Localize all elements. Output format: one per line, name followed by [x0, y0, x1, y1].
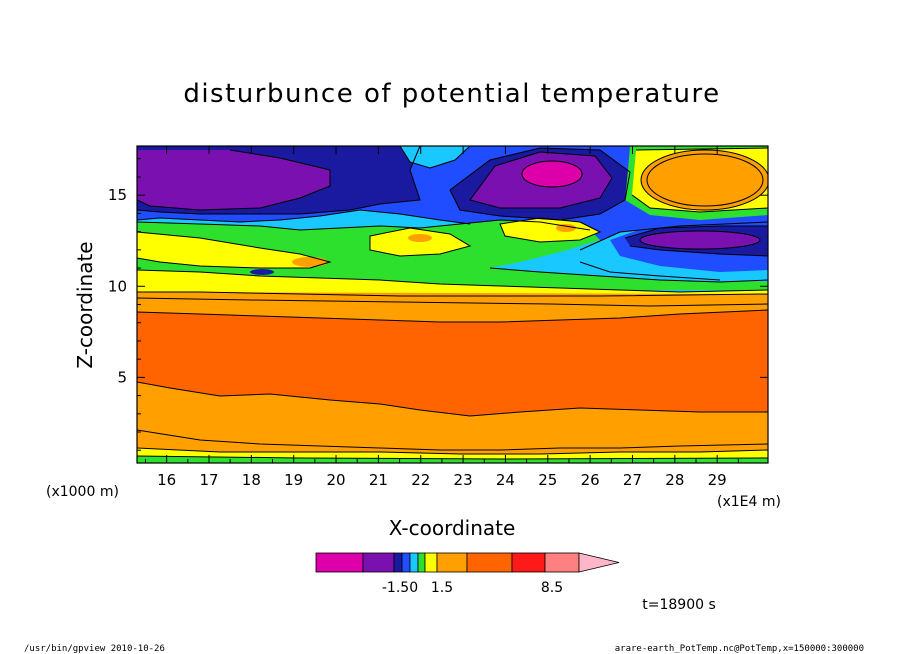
yellow-streak-right [500, 218, 600, 242]
colorbar-segment [362, 552, 395, 573]
x-tick-label: 19 [284, 471, 303, 489]
x-tick-label: 18 [242, 471, 261, 489]
surface-green [137, 456, 768, 463]
x-tick-label: 21 [369, 471, 388, 489]
colorbar-label-3: 8.5 [541, 580, 563, 596]
footer-left: /usr/bin/gpview 2010-10-26 [24, 644, 165, 654]
colorbar-label-1: -1.50 [382, 580, 418, 596]
colorbar [315, 552, 620, 573]
x-tick-label: 23 [454, 471, 473, 489]
x-multiplier-label: (x1E4 m) [717, 494, 781, 510]
orange-cell-upper-right-core [641, 150, 768, 210]
x-tick-label: 20 [326, 471, 345, 489]
colorbar-segment [393, 552, 403, 573]
colorbar-segment [417, 552, 426, 573]
orange-spot-left [292, 257, 328, 267]
magenta-core [522, 161, 582, 187]
contour-field [137, 146, 768, 463]
orange-spot-middle [408, 234, 432, 242]
colorbar-label-2: 1.5 [431, 580, 453, 596]
time-label: t=18900 s [642, 597, 716, 613]
x-tick-label: 16 [157, 471, 176, 489]
purple-cell-left [137, 150, 330, 210]
orange-spot-right [556, 224, 576, 232]
dark-blue-spot [250, 269, 274, 275]
contour-lines [137, 146, 768, 460]
purple-cell-right [640, 231, 760, 249]
x-tick-label: 26 [581, 471, 600, 489]
x-tick-label: 25 [538, 471, 557, 489]
y-axis-label: Z-coordinate [73, 241, 97, 368]
colorbar-segment [409, 552, 419, 573]
y-tick-label: 10 [108, 277, 127, 295]
colorbar-segment [466, 552, 513, 573]
y-tick-label: 5 [117, 368, 127, 386]
colorbar-segment [401, 552, 411, 573]
x-tick-label: 17 [199, 471, 218, 489]
y-multiplier-label: (x1000 m) [46, 484, 119, 500]
yellow-band-z10 [137, 270, 768, 298]
x-tick-label: 29 [708, 471, 727, 489]
footer-right: arare-earth_PotTemp.nc@PotTemp,x=150000:… [615, 644, 864, 654]
x-axis-label: X-coordinate [389, 516, 516, 540]
x-tick-label: 28 [665, 471, 684, 489]
yellow-streak-left [137, 232, 330, 268]
green-band [137, 220, 768, 290]
colorbar-segment [424, 552, 438, 573]
x-tick-label: 22 [411, 471, 430, 489]
y-tick-label: 15 [108, 186, 127, 204]
x-axis: 16 17 18 19 20 21 22 23 24 25 26 27 28 29 [144, 146, 739, 489]
x-tick-label: 24 [496, 471, 515, 489]
colorbar-segment [315, 552, 364, 573]
y-axis: 5 10 15 [108, 158, 768, 451]
x-tick-label: 27 [623, 471, 642, 489]
colorbar-arrow [578, 552, 620, 573]
main-maximum-layer [137, 310, 768, 416]
colorbar-segment [436, 552, 468, 573]
chart-title: disturbunce of potential temperature [183, 79, 720, 109]
colorbar-segment [544, 552, 580, 573]
colorbar-segment [511, 552, 546, 573]
